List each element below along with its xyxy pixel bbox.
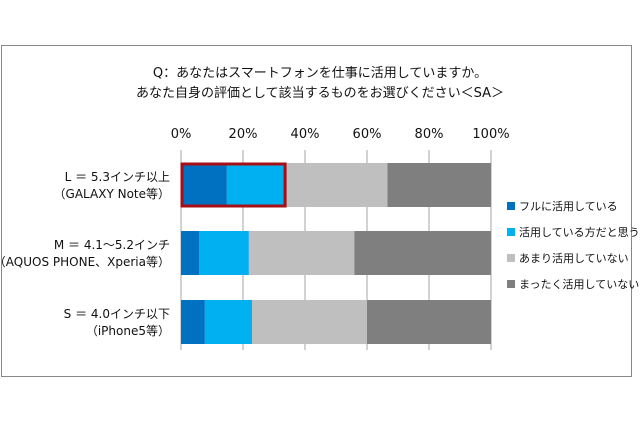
x-tick-label: 80%	[415, 127, 444, 142]
bar-segment	[248, 231, 355, 275]
x-tick-label: 40%	[291, 127, 320, 142]
x-tick-label: 100%	[472, 127, 509, 142]
bar-segment	[251, 300, 367, 344]
chart-title-line-2: あなた自身の評価として該当するものをお選びください＜SA＞	[136, 86, 504, 101]
category-sublabel: （AQUOS PHONE、Xperia等）	[0, 255, 170, 269]
x-tick-label: 20%	[229, 127, 258, 142]
bar-segment	[181, 231, 199, 275]
legend-label: フルに活用している	[519, 200, 618, 213]
category-label: S ＝ 4.0インチ以下	[64, 307, 170, 321]
category-sublabel: （iPhone5等）	[86, 324, 170, 338]
legend-swatch	[507, 202, 515, 210]
bar-segment	[387, 163, 491, 207]
x-tick-label: 60%	[353, 127, 382, 142]
bar-segment	[204, 300, 252, 344]
legend-swatch	[507, 280, 515, 288]
legend-label: まったく活用していない	[519, 278, 639, 291]
category-label: L ＝ 5.3インチ以上	[65, 170, 170, 184]
legend-label: あまり活用していない	[519, 252, 629, 265]
bar-segment	[286, 163, 388, 207]
bar-segment	[226, 163, 287, 207]
category-sublabel: （GALAXY Note等）	[54, 187, 170, 201]
bar-segment	[354, 231, 491, 275]
x-tick-label: 0%	[171, 127, 192, 142]
legend-label: 活用している方だと思う	[519, 225, 640, 239]
bar-segment	[181, 300, 205, 344]
highlight-box	[180, 162, 287, 208]
chart-title-line-1: Q：あなたはスマートフォンを仕事に活用していますか。	[152, 66, 488, 81]
category-label: M ＝ 4.1～5.2インチ	[54, 238, 170, 252]
bar-segment	[367, 300, 491, 344]
legend-swatch	[507, 228, 515, 236]
bar-segment	[198, 231, 249, 275]
bar-segment	[181, 163, 227, 207]
legend-swatch	[507, 254, 515, 262]
